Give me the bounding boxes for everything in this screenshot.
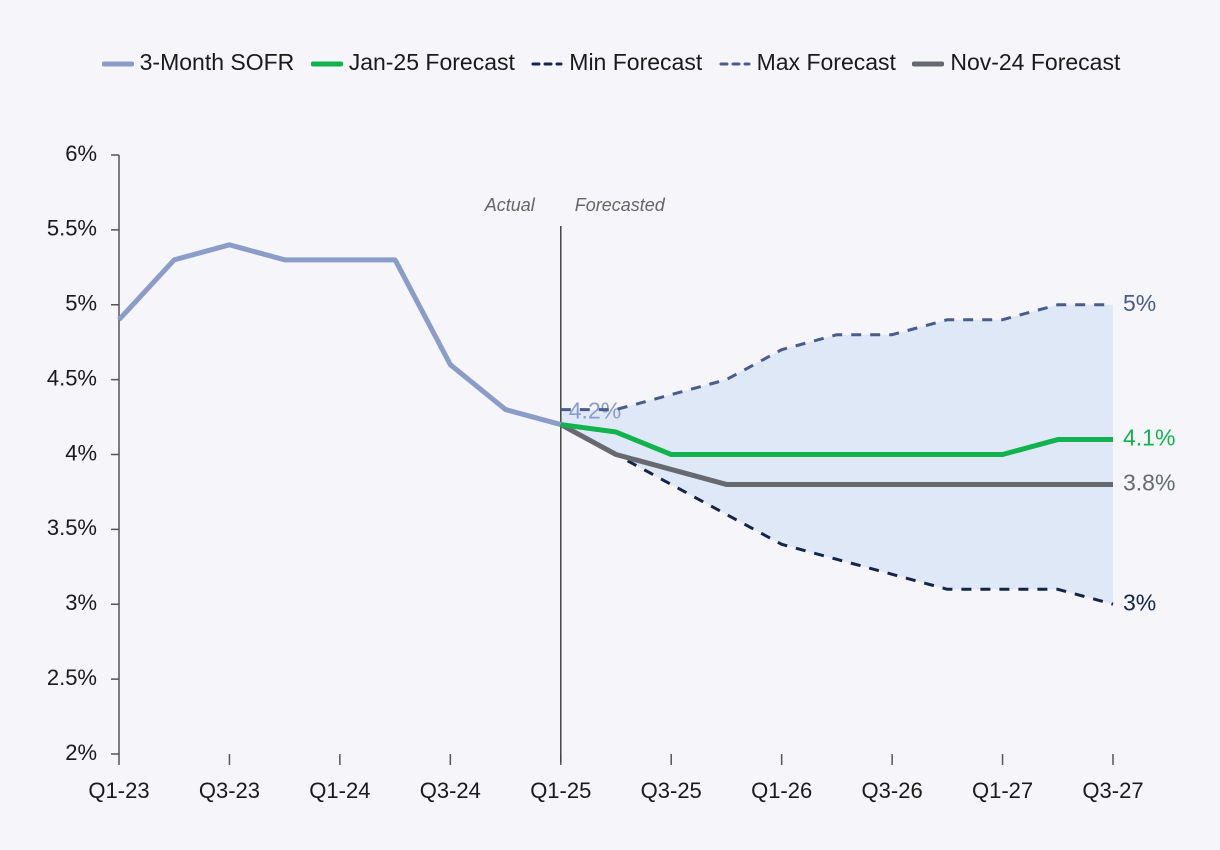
y-tick-label: 6% [65, 141, 97, 166]
legend-swatch [101, 61, 135, 67]
data-label: 3% [1123, 589, 1156, 615]
data-label: 5% [1123, 290, 1156, 316]
legend-label: Min Forecast [569, 49, 703, 75]
annotation: Forecasted [575, 195, 666, 215]
series-line [559, 422, 1113, 487]
y-tick-label: 2.5% [47, 665, 97, 690]
legend-label: Nov-24 Forecast [950, 49, 1121, 75]
data-label: 3.8% [1123, 470, 1175, 496]
x-tick-label: Q3-25 [641, 778, 702, 803]
x-tick-label: Q1-26 [751, 778, 812, 803]
series-line [560, 422, 1113, 457]
legend-item: Min Forecast [531, 49, 702, 75]
series-line [117, 242, 562, 427]
legend-label: Max Forecast [756, 49, 896, 75]
legend-swatch [911, 61, 945, 67]
legend-item: Jan-25 Forecast [310, 49, 515, 75]
x-tick-label: Q3-27 [1082, 778, 1143, 803]
series-line [560, 303, 1113, 412]
x-tick-label: Q1-24 [309, 778, 370, 803]
y-tick-label: 4% [65, 440, 97, 465]
x-tick-label: Q3-26 [862, 778, 923, 803]
x-tick-label: Q1-25 [530, 778, 591, 803]
y-tick-label: 5.5% [47, 216, 97, 241]
x-tick-label: Q1-27 [972, 778, 1033, 803]
x-tick-label: Q3-23 [199, 778, 260, 803]
y-tick-label: 2% [65, 740, 97, 765]
series-line [560, 423, 1114, 606]
legend-item: 3-Month SOFR [101, 49, 295, 75]
x-tick-label: Q3-24 [420, 778, 481, 803]
data-label: 4.1% [1123, 425, 1175, 451]
x-tick-label: Q1-23 [88, 778, 149, 803]
y-tick-label: 5% [65, 291, 97, 316]
y-tick-label: 3% [65, 590, 97, 615]
legend-label: Jan-25 Forecast [348, 49, 515, 75]
y-tick-label: 3.5% [47, 515, 97, 540]
legend-item: Nov-24 Forecast [911, 49, 1121, 75]
legend: 3-Month SOFR Jan-25 Forecast Min Forecas… [78, 42, 1144, 82]
legend-swatch [719, 62, 751, 66]
legend-label: 3-Month SOFR [139, 49, 295, 75]
legend-swatch [531, 62, 563, 66]
y-tick-label: 4.5% [47, 365, 97, 390]
data-label: 4.2% [569, 398, 621, 424]
annotation: Actual [484, 195, 536, 215]
legend-item: Max Forecast [719, 49, 896, 75]
legend-swatch [310, 61, 344, 67]
